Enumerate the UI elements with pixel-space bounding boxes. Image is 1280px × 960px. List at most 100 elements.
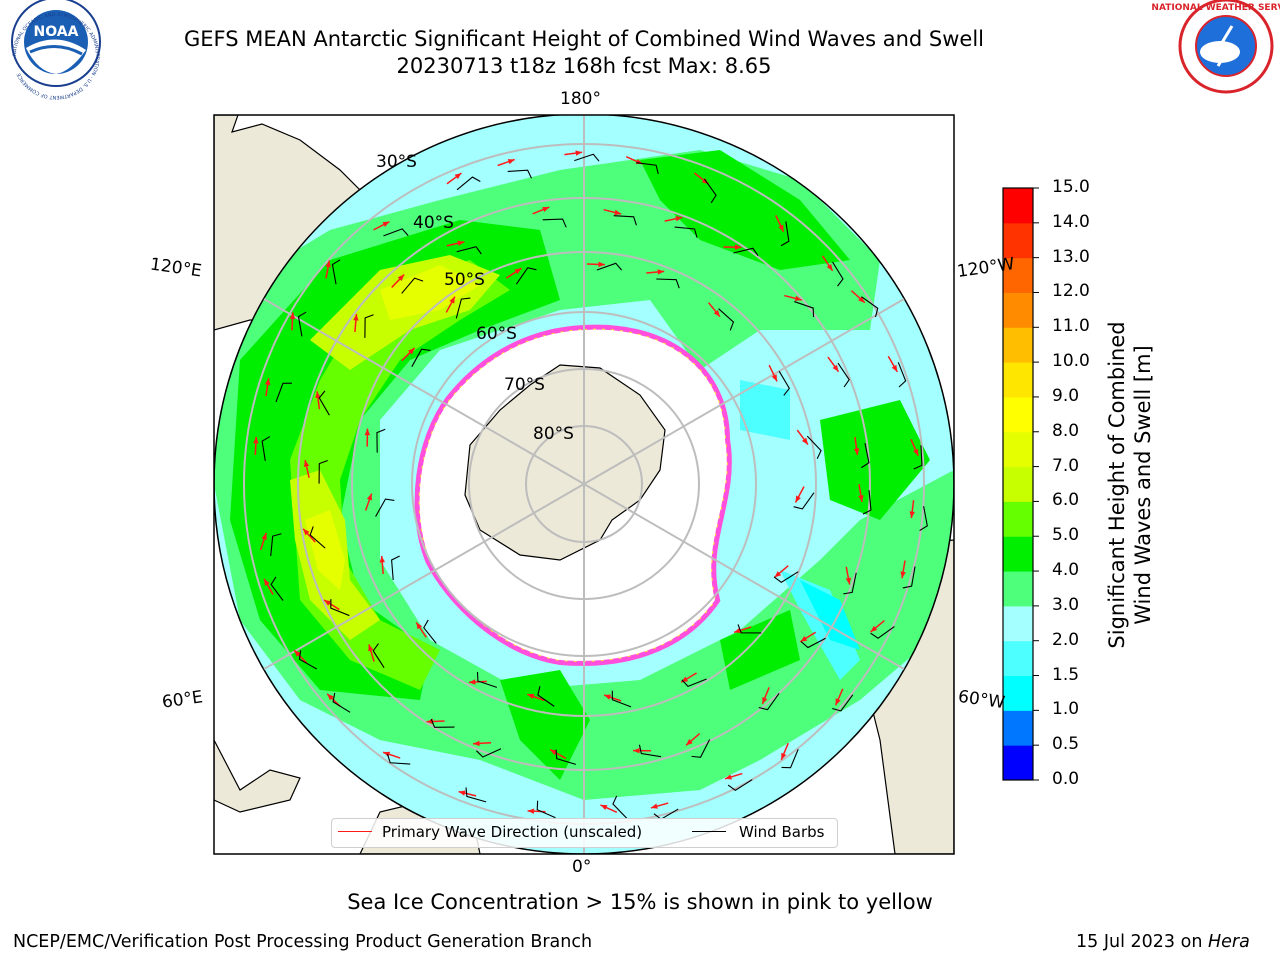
wave-arrow-head xyxy=(550,749,558,756)
wave-arrow-head xyxy=(795,495,801,503)
wave-arrow-head xyxy=(289,312,296,319)
wave-arrow-head xyxy=(870,625,878,633)
wind-barb xyxy=(318,459,328,484)
colorbar-tick-label: 15.0 xyxy=(1052,177,1090,197)
wave-arrow-head xyxy=(416,622,423,630)
wind-barb xyxy=(843,572,857,595)
wind-barb xyxy=(391,555,400,580)
wave-arrow-head xyxy=(650,803,658,809)
wave-arrow-head xyxy=(507,159,515,165)
wave-arrow-head xyxy=(303,460,310,467)
map-frame xyxy=(213,114,955,855)
wind-barb xyxy=(596,262,623,271)
chart-title: GEFS MEAN Antarctic Significant Height o… xyxy=(183,27,985,51)
wind-barb xyxy=(913,445,923,470)
colorbar-step xyxy=(1003,501,1033,537)
wave-arrow-head xyxy=(614,209,622,216)
wave-arrow-head xyxy=(826,263,833,271)
wave-arrow-head xyxy=(832,364,839,372)
wave-arrow-head xyxy=(264,378,271,386)
wave-arrow-head xyxy=(778,224,784,232)
wave-arrow-head xyxy=(315,391,321,399)
wind-barb xyxy=(372,643,385,668)
wave-arrow-head xyxy=(575,150,583,156)
wave-arrow-head xyxy=(454,173,462,180)
wave-arrow-head xyxy=(774,571,782,578)
colorbar-step xyxy=(1003,605,1033,642)
wind-barb xyxy=(758,693,780,711)
wave-arrow-head xyxy=(408,347,415,355)
lon-label-180: 180° xyxy=(560,89,601,109)
colorbar-step xyxy=(1003,327,1033,363)
colorbar-tick-label: 0.0 xyxy=(1052,769,1080,789)
colorbar-step xyxy=(1003,536,1033,572)
colorbar-step xyxy=(1003,710,1033,746)
wind-barb xyxy=(331,259,341,285)
wave-arrow-head xyxy=(325,260,331,268)
colorbar-tick-label: 1.5 xyxy=(1052,664,1080,685)
wind-barb xyxy=(861,443,870,469)
wind-barb xyxy=(897,362,907,388)
wind-barb xyxy=(737,624,762,634)
lat-label-60s: 60°S xyxy=(476,324,517,344)
wind-barb xyxy=(537,686,555,707)
colorbar-tick-label: 0.5 xyxy=(1052,734,1080,755)
wave-arrow-head xyxy=(324,600,331,606)
wind-barb xyxy=(318,390,330,416)
wave-arrow-head xyxy=(468,679,476,685)
colorbar-title: Significant Height of Combined Wind Wave… xyxy=(1105,321,1155,649)
wind-barb xyxy=(297,311,307,337)
colorbar-tick-label: 4.0 xyxy=(1052,560,1080,581)
wind-barb xyxy=(703,178,717,204)
colorbar-tick-label: 14.0 xyxy=(1052,211,1090,232)
colorbar-tick-label: 8.0 xyxy=(1052,420,1080,441)
wave-arrow-head xyxy=(801,437,808,445)
colorbar-step xyxy=(1003,571,1033,607)
wind-barb xyxy=(793,492,815,510)
wave-arrow-head xyxy=(264,578,270,586)
svg-text:NATIONAL WEATHER SERVICE: NATIONAL WEATHER SERVICE xyxy=(1151,3,1280,13)
wind-barb xyxy=(555,749,577,765)
wave-arrow-head xyxy=(762,697,768,705)
wind-barb xyxy=(778,370,791,396)
wind-barb xyxy=(902,566,916,589)
wave-arrow-head xyxy=(303,528,310,536)
colorbar-step xyxy=(1003,396,1033,433)
graticule xyxy=(214,115,954,854)
wind-barb xyxy=(423,619,437,644)
wave-arrow-head xyxy=(527,808,535,814)
wave-arrow-head xyxy=(686,739,693,746)
wind-barb xyxy=(270,576,284,601)
colorbar-tick-label: 2.0 xyxy=(1052,629,1080,650)
colorbar-tick-label: 13.0 xyxy=(1052,246,1090,267)
wave-arrow-head xyxy=(900,571,906,579)
wave-arrow-head xyxy=(514,268,522,275)
footer-branch: NCEP/EMC/Verification Post Processing Pr… xyxy=(13,932,593,952)
wind-barb xyxy=(681,678,707,688)
wind-barb xyxy=(375,498,395,517)
wave-arrow-head xyxy=(913,448,919,456)
wind-barb xyxy=(613,215,638,226)
wind-barb xyxy=(862,490,872,515)
polar-map xyxy=(214,115,954,854)
wind-barb xyxy=(574,153,600,162)
wave-height-field xyxy=(214,150,954,800)
wave-arrow-head xyxy=(600,804,608,811)
wind-barb xyxy=(383,228,409,237)
colorbar-step xyxy=(1003,675,1033,711)
wave-arrow-head xyxy=(800,635,808,642)
wind-barb xyxy=(612,795,628,819)
colorbar-step xyxy=(1003,292,1033,328)
wave-wind-vectors xyxy=(253,150,928,820)
colorbar-tick-label: 9.0 xyxy=(1052,385,1080,406)
lon-label-0: 0° xyxy=(572,857,592,877)
wind-barb-swatch xyxy=(692,831,726,832)
wave-arrow-head xyxy=(604,694,612,700)
colorbar-step xyxy=(1003,466,1033,502)
wave-arrow-head xyxy=(781,752,787,760)
wave-arrow-head xyxy=(633,747,640,754)
wind-barb xyxy=(275,382,292,403)
wind-barb xyxy=(298,650,318,670)
wind-barb xyxy=(465,787,487,803)
